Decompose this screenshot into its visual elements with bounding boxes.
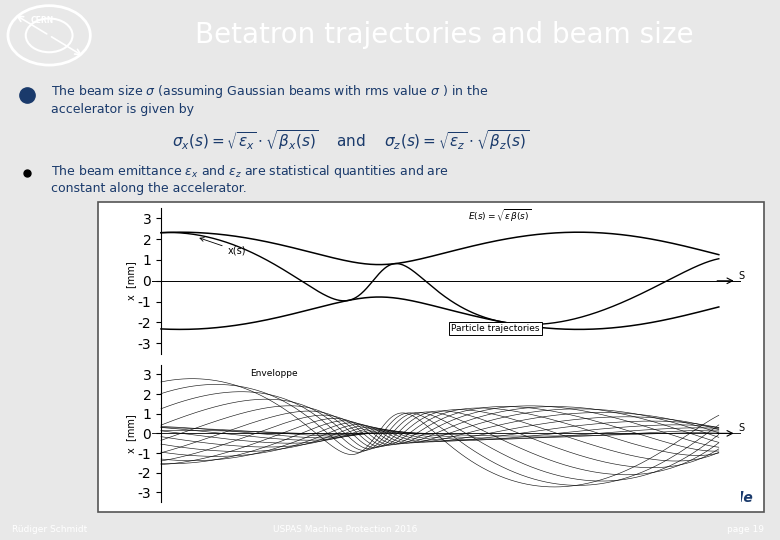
Y-axis label: x  [mm]: x [mm] [126, 414, 136, 453]
Text: USPAS Machine Protection 2016: USPAS Machine Protection 2016 [273, 525, 417, 534]
Text: CERN: CERN [30, 16, 54, 25]
Text: S: S [739, 423, 745, 434]
Text: Enveloppe: Enveloppe [250, 369, 297, 379]
Text: S: S [739, 271, 745, 281]
Text: constant along the accelerator.: constant along the accelerator. [51, 183, 246, 195]
Bar [98, 202, 764, 512]
Text: Betatron trajectories and beam size: Betatron trajectories and beam size [195, 21, 694, 49]
Text: accelerator is given by: accelerator is given by [51, 103, 193, 116]
Text: $\sigma_x(s) = \sqrt{\epsilon_x} \cdot \sqrt{\beta_x(s)}$    and    $\sigma_z(s): $\sigma_x(s) = \sqrt{\epsilon_x} \cdot \… [172, 127, 529, 152]
Text: Rüdiger Schmidt: Rüdiger Schmidt [12, 525, 87, 534]
Text: The beam emittance $\epsilon_x$ and $\epsilon_z$ are statistical quantities and : The beam emittance $\epsilon_x$ and $\ep… [51, 163, 448, 179]
Y-axis label: x  [mm]: x [mm] [126, 261, 136, 300]
Text: $E(s)=\sqrt{\varepsilon\,\beta(s)}$: $E(s)=\sqrt{\varepsilon\,\beta(s)}$ [468, 208, 531, 225]
Text: The beam size $\sigma$ (assuming Gaussian beams with rms value $\sigma$ ) in the: The beam size $\sigma$ (assuming Gaussia… [51, 83, 488, 100]
Text: x(s): x(s) [200, 238, 246, 256]
Text: page 19: page 19 [728, 525, 764, 534]
Text: K. Wille: K. Wille [693, 491, 753, 505]
Text: Particle trajectories: Particle trajectories [451, 324, 540, 333]
